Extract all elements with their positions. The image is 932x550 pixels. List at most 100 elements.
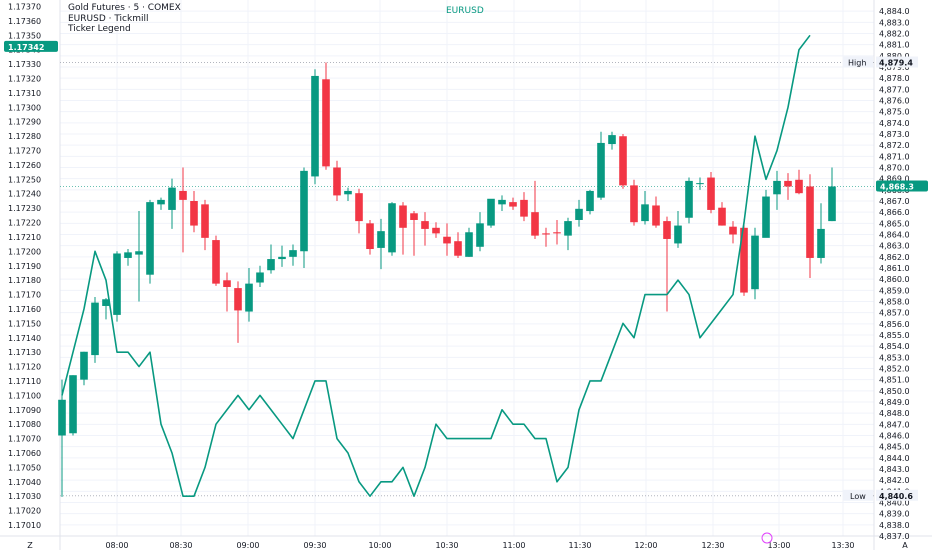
candle (179, 167, 187, 253)
candle-body (102, 299, 110, 306)
right-current-value: 4,868.3 (880, 182, 914, 191)
right-axis-tick-label: 4,881.0 (879, 41, 910, 50)
candle-body (487, 198, 495, 226)
left-axis-tick-label: 1.17130 (8, 348, 41, 357)
candle (674, 211, 682, 248)
candle-body (278, 256, 286, 260)
left-axis-tick-label: 1.17170 (8, 291, 41, 300)
candle-body (828, 186, 836, 222)
left-axis-tick-label: 1.17160 (8, 305, 41, 314)
candle-body (267, 259, 275, 271)
high-tag (843, 56, 873, 68)
right-axis-tick-label: 4,882.0 (879, 30, 910, 39)
event-marker-icon (761, 532, 773, 544)
candle (69, 375, 77, 436)
candle-body (421, 221, 429, 229)
candle (663, 216, 671, 312)
legend-line-gold[interactable]: Gold Futures · 5 · COMEX (68, 3, 181, 13)
legend-line-eurusd[interactable]: EURUSD · Tickmill (68, 13, 149, 24)
candle (476, 212, 484, 252)
candle-body (432, 227, 440, 234)
candle-body (80, 351, 88, 380)
left-axis-tick-label: 1.17320 (8, 75, 41, 84)
time-axis-end-label: A (902, 541, 908, 550)
candle-body (608, 135, 616, 145)
low-tag (843, 489, 873, 501)
candle-body (773, 180, 781, 195)
time-axis-tick-label: 10:00 (368, 541, 391, 550)
candle-body (784, 180, 792, 187)
candle-body (388, 203, 396, 253)
candle-body (212, 240, 220, 284)
candle (696, 177, 704, 190)
candle (597, 131, 605, 200)
candle (278, 245, 286, 267)
left-axis-tick-label: 1.17300 (8, 103, 41, 112)
right-axis-tick-label: 4,870.0 (879, 164, 910, 173)
left-axis-tick-label: 1.17120 (8, 363, 41, 372)
right-axis-tick-label: 4,860.0 (879, 275, 910, 284)
left-axis-tick-label: 1.17020 (8, 507, 41, 516)
candle (817, 203, 825, 264)
candle-body (476, 223, 484, 247)
high-label: High (848, 59, 866, 68)
candle-body (564, 221, 572, 236)
time-axis-tick-label: 13:30 (831, 541, 854, 550)
candle (608, 131, 616, 150)
candle-body (696, 183, 704, 185)
candle-body (806, 186, 814, 258)
candle (641, 190, 649, 225)
right-axis-tick-label: 4,847.0 (879, 420, 910, 429)
candle (630, 179, 638, 226)
high-value-tag (876, 56, 918, 68)
time-axis-tick-label: 13:00 (767, 541, 790, 550)
candle (333, 160, 341, 201)
right-axis-tick-label: 4,883.0 (879, 18, 910, 27)
left-axis-tick-label: 1.17100 (8, 391, 41, 400)
right-axis-tick-label: 4,843.0 (879, 465, 910, 474)
candle-body (344, 190, 352, 195)
candle-body (410, 213, 418, 220)
candle-body (201, 204, 209, 238)
candle-body (575, 208, 583, 220)
right-axis-tick-label: 4,852.0 (879, 365, 910, 374)
right-axis-tick-label: 4,842.0 (879, 476, 910, 485)
candle (223, 272, 231, 312)
candle-body (663, 221, 671, 239)
candle-body (531, 212, 539, 236)
left-axis-tick-label: 1.17220 (8, 219, 41, 228)
candle (586, 189, 594, 215)
right-axis-tick-label: 4,850.0 (879, 387, 910, 396)
candle (102, 298, 110, 320)
candle-body (740, 227, 748, 293)
right-current-tag (876, 180, 928, 192)
candle (762, 189, 770, 238)
right-axis-tick-label: 4,837.0 (879, 532, 910, 541)
left-axis-tick-label: 1.17330 (8, 60, 41, 69)
time-axis-tick-label: 10:30 (435, 541, 458, 550)
right-axis-tick-label: 4,873.0 (879, 130, 910, 139)
candle-body (179, 190, 187, 200)
candle-body (146, 202, 154, 275)
candle (784, 173, 792, 200)
right-axis-tick-label: 4,846.0 (879, 432, 910, 441)
left-axis-tick-label: 1.17280 (8, 132, 41, 141)
candle (388, 202, 396, 256)
legend-line-ticker[interactable]: Ticker Legend (68, 24, 131, 34)
candle-body (91, 302, 99, 356)
candle-body (355, 193, 363, 222)
right-axis-tick-label: 4,858.0 (879, 298, 910, 307)
candle-body (289, 250, 297, 257)
right-axis-tick-label: 4,857.0 (879, 309, 910, 318)
candle (828, 167, 836, 222)
candle (289, 244, 297, 266)
right-axis-tick-label: 4,866.0 (879, 208, 910, 217)
candle-body (674, 225, 682, 244)
right-axis-tick-label: 4,876.0 (879, 97, 910, 106)
candle (256, 265, 264, 287)
candle-body (586, 190, 594, 212)
right-axis-tick-label: 4,851.0 (879, 376, 910, 385)
candle (135, 211, 143, 302)
candle (498, 195, 506, 212)
candle (234, 281, 242, 343)
